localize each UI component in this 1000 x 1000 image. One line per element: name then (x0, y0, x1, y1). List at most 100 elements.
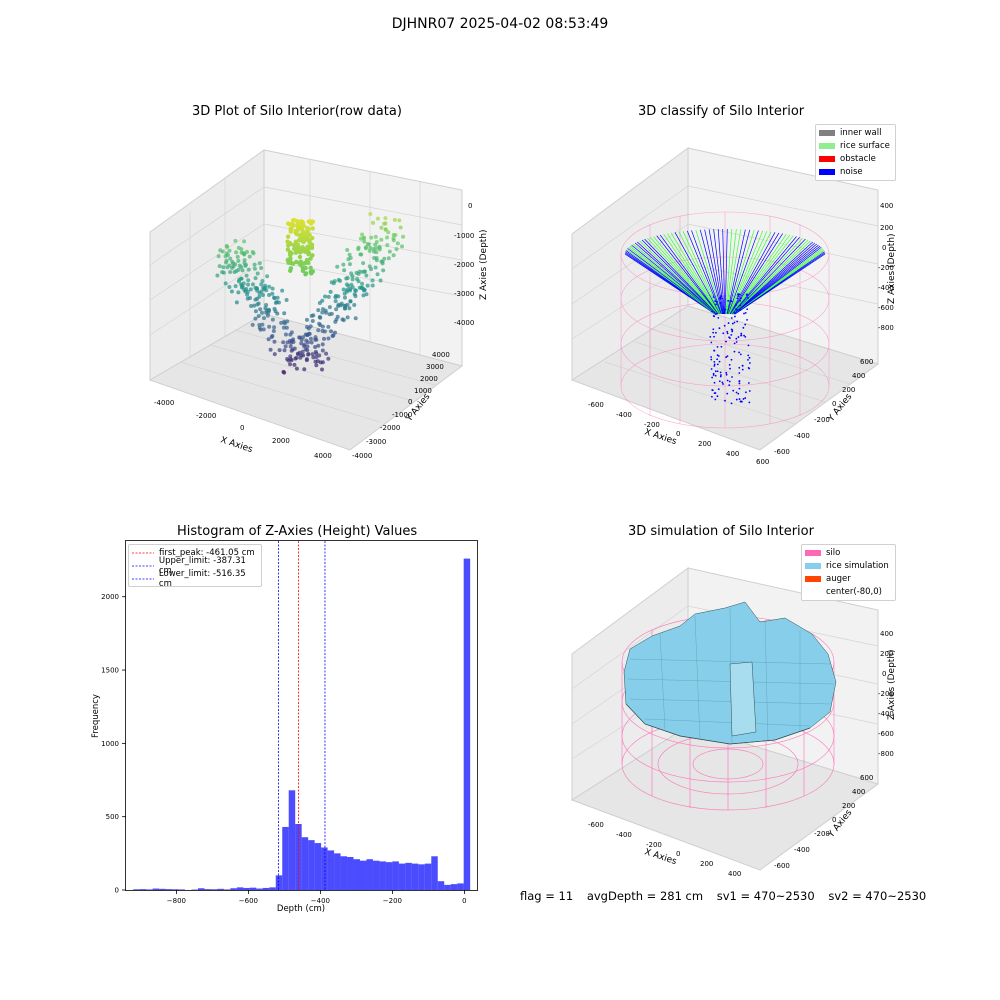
raw-point (362, 239, 367, 244)
raw-point (285, 239, 290, 244)
noise-point (720, 345, 723, 348)
raw-point (326, 324, 331, 329)
histogram-bar (282, 826, 289, 890)
histogram-xtick-label: −600 (239, 897, 258, 905)
scan-line (633, 243, 717, 315)
raw-ytick: 0 (408, 398, 412, 406)
raw-point (323, 310, 328, 315)
legend-swatch (805, 562, 821, 569)
legend-label: obstacle (840, 153, 876, 164)
noise-point (747, 344, 750, 347)
raw-ytick: 3000 (426, 363, 444, 371)
raw-point (267, 292, 272, 297)
raw-ytick: 1000 (414, 387, 432, 395)
raw-point (243, 262, 248, 267)
histogram-bar (165, 889, 173, 890)
noise-point (730, 334, 733, 336)
raw-point (323, 294, 328, 299)
raw-point (248, 287, 253, 292)
raw-point (370, 283, 375, 288)
histogram-bar (385, 862, 393, 890)
noise-point (730, 402, 733, 405)
raw-point (310, 226, 315, 231)
raw-point (260, 322, 265, 327)
noise-point (739, 353, 742, 356)
raw-point (257, 261, 262, 266)
raw-point (363, 245, 368, 250)
noise-point (748, 401, 751, 404)
legend-label: silo (826, 547, 841, 558)
raw-point (365, 283, 370, 288)
avg-depth-text: avgDepth = 281 cm (586, 889, 704, 903)
raw-ztick: 0 (468, 202, 472, 210)
raw-point (359, 252, 364, 257)
raw-point (371, 220, 376, 225)
raw-point (281, 369, 286, 374)
raw-point (270, 286, 275, 291)
histogram-bar (256, 888, 263, 890)
histogram-ylabel: Frequency (91, 694, 101, 738)
scan-line (647, 237, 718, 315)
noise-point (736, 297, 739, 300)
raw-point (379, 259, 384, 264)
classify-scan-lines (624, 228, 826, 315)
raw-point (349, 282, 354, 287)
histogram-bar (372, 860, 380, 890)
raw-point (233, 238, 238, 243)
classify-xtick: -200 (644, 421, 660, 429)
raw-point (304, 225, 310, 231)
raw-point (364, 292, 369, 297)
noise-point (733, 350, 736, 353)
raw-point (347, 262, 352, 267)
raw-ytick: -4000 (352, 452, 372, 460)
raw-point (250, 282, 255, 287)
noise-point (725, 373, 728, 376)
raw-point (289, 348, 294, 353)
noise-point (743, 334, 745, 337)
noise-point (710, 356, 713, 358)
raw-point (371, 247, 376, 252)
scan-line (734, 253, 826, 315)
raw-ytick: -1000 (392, 411, 412, 419)
raw-point (327, 312, 332, 317)
scan-line (733, 243, 817, 315)
noise-point (740, 334, 743, 337)
raw-point (301, 230, 306, 235)
noise-point (729, 337, 731, 340)
raw-point (379, 225, 384, 230)
histogram-x-ticks: −800 −600 −400 −200 0 (167, 890, 467, 905)
legend-line-blue (132, 578, 154, 579)
scan-line (733, 239, 809, 315)
noise-point (731, 330, 734, 333)
raw-ztick: -2000 (454, 261, 474, 269)
simulation-ytick: 600 (860, 774, 873, 782)
noise-point (735, 337, 738, 340)
histogram-bar (450, 884, 458, 890)
raw-point (342, 295, 347, 300)
raw-point (361, 261, 366, 266)
noise-point (731, 322, 734, 325)
scan-line (731, 234, 791, 315)
raw-point (401, 234, 406, 239)
raw-point (395, 241, 400, 246)
classify-ztick: -400 (878, 284, 894, 292)
raw-point (236, 258, 241, 263)
raw-point (336, 294, 341, 299)
raw-point (345, 315, 350, 320)
histogram-bar (431, 856, 438, 890)
raw-point (360, 232, 365, 237)
histogram-bar (463, 558, 471, 890)
noise-point (739, 309, 742, 312)
noise-point (738, 398, 741, 400)
histogram-ytick-label: 0 (115, 887, 119, 895)
raw-point (293, 250, 299, 255)
raw-point (291, 242, 296, 248)
raw-point (357, 269, 362, 274)
scan-line (732, 238, 806, 315)
noise-point (738, 387, 741, 390)
raw-point (285, 234, 291, 239)
noise-point (732, 389, 735, 392)
raw-point (285, 247, 291, 252)
raw-point (267, 284, 272, 289)
raw-point (268, 347, 273, 352)
